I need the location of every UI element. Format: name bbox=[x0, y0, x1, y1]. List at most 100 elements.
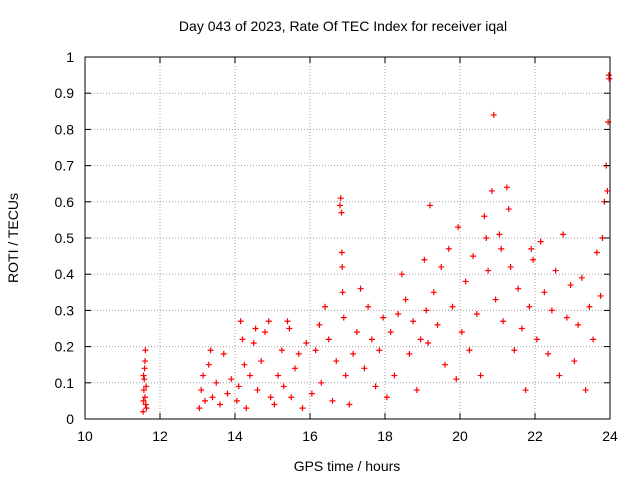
data-point bbox=[530, 256, 537, 263]
data-point bbox=[237, 318, 244, 325]
data-point bbox=[143, 405, 150, 412]
data-point bbox=[316, 321, 323, 328]
data-point bbox=[337, 195, 344, 202]
data-point bbox=[537, 238, 544, 245]
data-point bbox=[262, 329, 268, 336]
y-tick-label: 0.7 bbox=[55, 158, 75, 174]
data-point bbox=[284, 318, 291, 325]
data-point bbox=[556, 372, 563, 379]
data-point bbox=[483, 235, 490, 241]
data-point bbox=[526, 303, 533, 310]
data-point bbox=[430, 289, 437, 296]
data-point bbox=[541, 289, 548, 296]
y-tick-label: 0 bbox=[66, 411, 74, 427]
data-point bbox=[265, 318, 272, 325]
data-point bbox=[339, 263, 346, 270]
data-point bbox=[243, 405, 250, 412]
data-point bbox=[213, 379, 220, 386]
data-point bbox=[490, 111, 497, 118]
data-point bbox=[518, 325, 525, 332]
data-point bbox=[303, 339, 310, 346]
data-point bbox=[421, 256, 428, 263]
data-point bbox=[278, 347, 285, 354]
data-point bbox=[488, 187, 495, 194]
data-point bbox=[582, 387, 589, 394]
data-point bbox=[322, 303, 328, 310]
data-point bbox=[252, 325, 259, 332]
data-point bbox=[522, 387, 529, 394]
y-tick-label: 0.9 bbox=[55, 85, 75, 101]
data-point bbox=[202, 397, 208, 404]
x-tick-label: 18 bbox=[377, 428, 393, 444]
data-point bbox=[604, 187, 611, 194]
data-point bbox=[196, 405, 203, 412]
data-point bbox=[271, 401, 278, 408]
data-point bbox=[380, 314, 387, 321]
data-point bbox=[241, 361, 248, 368]
x-tick-label: 22 bbox=[527, 428, 543, 444]
data-point bbox=[545, 350, 552, 357]
data-point bbox=[361, 365, 368, 372]
data-point bbox=[567, 282, 574, 289]
x-axis-ticks: 10 12 14 16 18 20 22 24 bbox=[77, 57, 618, 444]
data-point bbox=[337, 202, 343, 209]
data-point bbox=[250, 339, 257, 346]
data-point bbox=[462, 278, 469, 285]
x-tick-label: 14 bbox=[227, 428, 243, 444]
data-point bbox=[552, 267, 559, 274]
data-point bbox=[372, 383, 379, 390]
data-point bbox=[402, 296, 409, 303]
data-point bbox=[442, 361, 448, 368]
data-point bbox=[142, 394, 148, 401]
grid-lines bbox=[85, 57, 610, 419]
data-point bbox=[233, 397, 240, 404]
data-point bbox=[275, 372, 282, 379]
y-tick-label: 0.8 bbox=[55, 121, 75, 137]
data-point bbox=[140, 387, 147, 394]
data-point bbox=[200, 372, 207, 379]
data-point bbox=[365, 303, 372, 310]
data-point bbox=[455, 224, 462, 231]
data-point bbox=[434, 321, 441, 328]
data-point bbox=[142, 358, 148, 365]
data-point bbox=[198, 387, 205, 394]
y-tick-label: 0.6 bbox=[55, 194, 75, 210]
data-point bbox=[445, 245, 452, 252]
data-point bbox=[312, 347, 319, 354]
data-point bbox=[308, 390, 315, 397]
data-point bbox=[292, 365, 298, 372]
data-point bbox=[398, 271, 405, 278]
data-point bbox=[425, 339, 432, 346]
data-point bbox=[449, 303, 456, 310]
y-tick-label: 0.1 bbox=[55, 375, 75, 391]
data-point bbox=[563, 314, 570, 321]
data-point bbox=[383, 394, 390, 401]
data-point bbox=[492, 296, 499, 303]
y-axis-ticks: 0 0.1 0.2 0.3 0.4 0.5 0.6 0.7 0.8 0.9 1 bbox=[55, 49, 610, 427]
y-tick-label: 0.4 bbox=[55, 266, 75, 282]
data-point bbox=[338, 249, 345, 256]
data-point bbox=[338, 209, 345, 216]
y-tick-label: 0.2 bbox=[55, 339, 75, 355]
data-point bbox=[606, 75, 613, 82]
data-point bbox=[413, 387, 420, 394]
data-point bbox=[571, 358, 578, 365]
data-point bbox=[586, 303, 593, 310]
data-point bbox=[357, 285, 364, 292]
x-tick-label: 24 bbox=[602, 428, 618, 444]
data-point bbox=[376, 347, 383, 354]
data-point bbox=[417, 336, 424, 343]
data-point bbox=[395, 311, 402, 318]
y-tick-label: 0.3 bbox=[55, 302, 75, 318]
data-point bbox=[142, 401, 149, 408]
data-point bbox=[339, 289, 346, 296]
data-point bbox=[329, 397, 336, 404]
data-point bbox=[346, 401, 353, 408]
x-axis-label: GPS time / hours bbox=[294, 458, 401, 474]
data-point bbox=[387, 329, 394, 336]
data-point bbox=[325, 336, 332, 343]
data-point bbox=[575, 321, 582, 328]
data-point bbox=[340, 314, 347, 321]
data-point bbox=[533, 336, 540, 343]
